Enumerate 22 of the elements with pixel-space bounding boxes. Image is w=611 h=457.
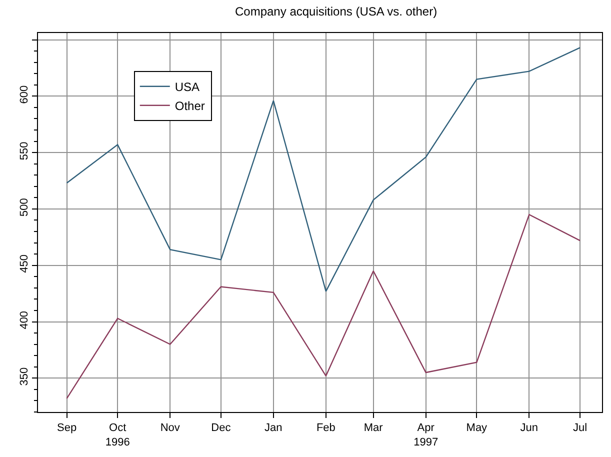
x-tick-label: Nov <box>160 422 180 434</box>
line-series <box>66 47 581 292</box>
y-tick-label: 400 <box>18 310 31 330</box>
x-tick-label: May <box>466 422 488 434</box>
y-tick-label: 350 <box>18 367 31 386</box>
y-tick-label: 600 <box>18 85 31 104</box>
x-tick-label: Dec <box>211 422 232 434</box>
x-tick-label: Mar <box>364 422 384 434</box>
x-tick-label: Sep <box>57 422 77 434</box>
x-tick-label: Jan <box>264 422 282 434</box>
x-tick-label: Jun <box>520 422 538 434</box>
y-tick-label: 500 <box>18 198 31 216</box>
y-tick-label: 550 <box>18 142 31 160</box>
x-tick-label: Feb <box>316 422 336 434</box>
x-tick-label: Oct 1996 <box>105 422 130 448</box>
x-tick-label: Apr 1997 <box>414 422 438 448</box>
legend-label: USA <box>174 80 200 94</box>
x-tick-label: Jul <box>572 422 588 434</box>
y-tick-label: 450 <box>18 254 31 273</box>
legend-label: Other <box>174 99 205 114</box>
line-series <box>66 214 581 400</box>
chart-title: Company acquisitions (USA vs. other) <box>235 4 438 18</box>
